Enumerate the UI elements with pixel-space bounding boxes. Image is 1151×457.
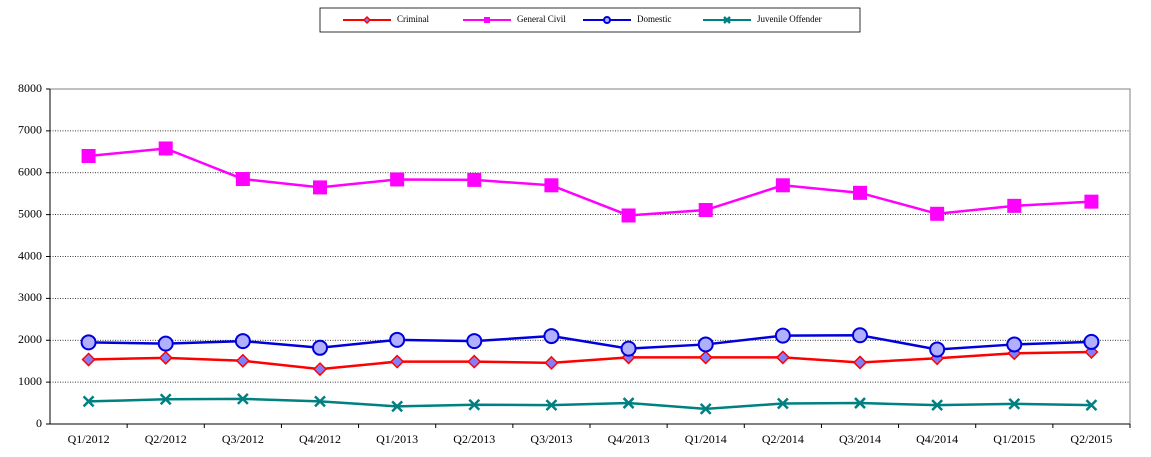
- x-tick-label: Q2/2015: [1070, 432, 1112, 446]
- y-tick-label: 7000: [18, 123, 42, 137]
- y-tick-label: 6000: [18, 165, 42, 179]
- marker: [390, 354, 405, 369]
- marker: [697, 336, 714, 353]
- marker: [81, 149, 96, 163]
- x-tick-label: Q1/2013: [376, 432, 418, 446]
- marker: [852, 355, 868, 370]
- y-tick-label: 0: [36, 416, 42, 430]
- x-tick-label: Q2/2014: [762, 432, 804, 446]
- x-tick-label: Q1/2015: [993, 432, 1035, 446]
- marker: [80, 334, 97, 351]
- marker: [468, 398, 481, 411]
- marker: [931, 399, 944, 412]
- marker: [930, 206, 945, 221]
- series-line: [88, 350, 1092, 371]
- series-line: [88, 333, 1092, 351]
- marker: [852, 327, 868, 344]
- marker: [236, 392, 249, 405]
- marker: [467, 354, 482, 369]
- marker: [467, 172, 482, 187]
- marker: [1007, 198, 1022, 213]
- series-line: [88, 397, 1092, 411]
- marker: [544, 355, 559, 370]
- x-tick-label: Q1/2014: [685, 432, 727, 446]
- marker: [545, 399, 558, 412]
- x-tick-label: Q4/2012: [299, 432, 341, 446]
- marker: [1084, 194, 1099, 209]
- y-tick-label: 8000: [18, 81, 42, 95]
- legend-label: Juvenile Offender: [757, 14, 822, 24]
- marker: [234, 333, 251, 350]
- marker: [776, 397, 789, 410]
- marker: [484, 17, 490, 23]
- marker: [157, 335, 174, 352]
- marker: [1085, 399, 1098, 412]
- x-tick-label: Q3/2013: [530, 432, 572, 446]
- y-tick-label: 5000: [18, 206, 42, 220]
- y-tick-label: 1000: [18, 374, 42, 388]
- x-tick-label: Q1/2012: [68, 432, 110, 446]
- marker: [699, 403, 712, 415]
- marker: [544, 178, 559, 193]
- y-tick-label: 3000: [18, 290, 42, 304]
- marker: [603, 16, 611, 24]
- marker: [853, 185, 867, 200]
- legend-label: Criminal: [397, 14, 429, 24]
- legend-label: General Civil: [517, 14, 566, 24]
- y-tick-label: 2000: [18, 332, 42, 346]
- marker: [312, 362, 328, 377]
- marker: [81, 352, 96, 367]
- marker: [1006, 336, 1023, 353]
- marker: [390, 172, 405, 187]
- marker: [775, 350, 790, 365]
- x-tick-label: Q2/2013: [453, 432, 495, 446]
- marker: [314, 395, 326, 408]
- legend: Criminal General Civil Domestic Juvenile Of…: [343, 14, 822, 24]
- marker: [466, 333, 483, 350]
- x-tick-label: Q2/2012: [145, 432, 187, 446]
- marker: [313, 180, 327, 195]
- marker: [1083, 333, 1100, 350]
- marker: [235, 353, 250, 368]
- marker: [621, 208, 636, 223]
- marker: [775, 178, 790, 193]
- marker: [362, 15, 372, 25]
- marker: [82, 395, 95, 408]
- marker: [622, 397, 635, 409]
- legend-label: Domestic: [637, 14, 672, 24]
- x-tick-label: Q3/2014: [839, 432, 881, 446]
- marker: [698, 350, 713, 365]
- marker: [723, 16, 731, 24]
- series-line: [88, 147, 1092, 217]
- marker: [391, 400, 404, 413]
- marker: [698, 203, 713, 218]
- marker: [312, 339, 328, 356]
- marker: [158, 141, 173, 156]
- marker: [1008, 398, 1021, 410]
- marker: [854, 397, 866, 409]
- x-tick-label: Q4/2014: [916, 432, 958, 446]
- marker: [159, 393, 172, 406]
- marker: [774, 327, 791, 344]
- marker: [389, 331, 406, 348]
- x-tick-label: Q3/2012: [222, 432, 264, 446]
- marker: [929, 341, 946, 358]
- marker: [235, 172, 250, 187]
- marker: [158, 350, 173, 365]
- y-tick-label: 4000: [18, 248, 42, 262]
- marker: [543, 328, 560, 345]
- x-tick-label: Q4/2013: [608, 432, 650, 446]
- marker: [620, 340, 637, 357]
